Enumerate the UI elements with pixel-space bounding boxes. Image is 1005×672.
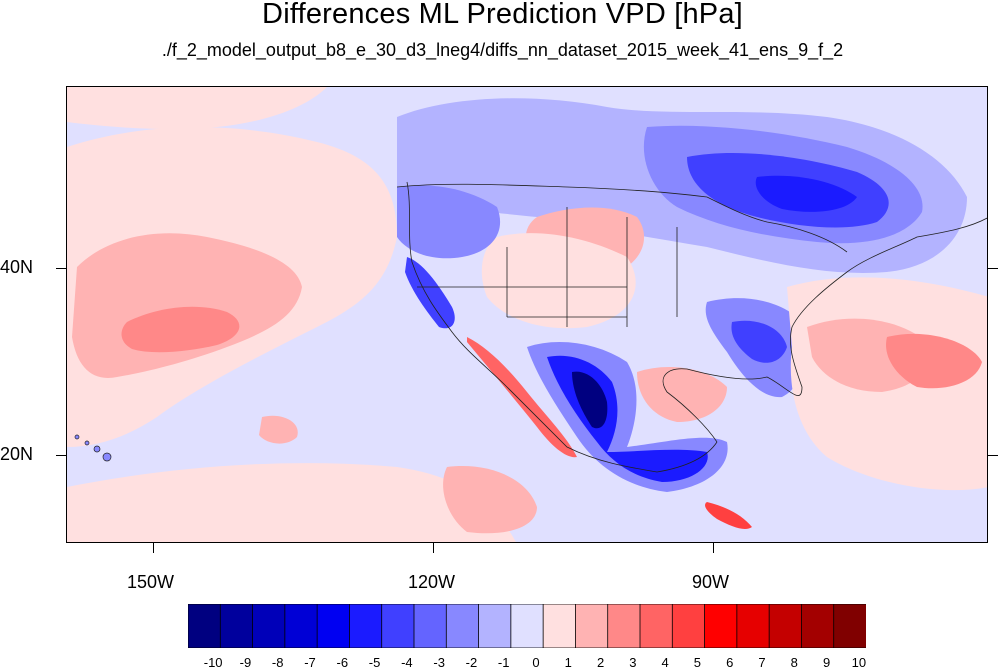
colorbar-label: -2 (465, 655, 478, 670)
field-mexico-core (572, 371, 608, 429)
map-canvas (67, 87, 987, 542)
colorbar-swatch (219, 604, 254, 648)
colorbar-label: -10 (203, 655, 223, 670)
colorbar-label: 6 (726, 655, 734, 670)
colorbar-label: 7 (758, 655, 766, 670)
colorbar-swatch (575, 604, 609, 648)
colorbar-swatch (768, 604, 803, 648)
colorbar-swatch (349, 604, 383, 648)
colorbar-label: 5 (693, 655, 702, 670)
colorbar-swatch (316, 604, 351, 648)
colorbar-label: -1 (497, 655, 510, 670)
colorbar-label: -6 (336, 655, 349, 670)
colorbar-swatch (252, 604, 286, 648)
hawaii-islands (74, 434, 112, 462)
lat-tick-20n (56, 455, 66, 456)
colorbar-label: -4 (401, 655, 413, 670)
coastline (396, 181, 987, 473)
colorbar-label: -8 (271, 655, 284, 670)
map-panel (66, 86, 988, 543)
field-atlantic-core (886, 333, 982, 389)
colorbar-swatch (188, 604, 222, 648)
colorbar (188, 604, 866, 648)
colorbar-label: 10 (851, 655, 867, 670)
field-gulf-pink (637, 367, 727, 422)
colorbar-swatch (284, 604, 319, 648)
field-south-red (443, 466, 537, 534)
field-hawaii-pink (259, 415, 298, 444)
colorbar-label: 3 (629, 655, 637, 670)
colorbar-swatch (381, 604, 415, 648)
lon-label-150w: 150W (127, 572, 175, 592)
colorbar-label: 8 (790, 655, 798, 670)
colorbar-label: -7 (304, 655, 316, 670)
field-central-america-red (705, 502, 752, 530)
lat-tick-20n-right (988, 455, 998, 456)
colorbar-swatch (607, 604, 641, 648)
colorbar-swatch (704, 604, 738, 648)
field-south-pink (67, 463, 516, 542)
colorbar-label: -9 (239, 655, 252, 670)
map-subtitle: ./f_2_model_output_b8_e_30_d3_lneg4/diff… (161, 40, 844, 60)
colorbar-swatch (413, 604, 448, 648)
field-west-blue (397, 185, 501, 259)
lon-label-120w: 120W (408, 572, 456, 592)
lat-label-40n: 40N (0, 257, 34, 277)
colorbar-label: 4 (661, 655, 669, 670)
field-pacific-core (121, 306, 240, 353)
lon-tick-150w (153, 543, 154, 553)
lat-label-20n: 20N (0, 444, 34, 464)
map-title: Differences ML Prediction VPD [hPa] (262, 0, 743, 30)
colorbar-label: -3 (433, 655, 445, 670)
colorbar-label: 2 (596, 655, 605, 670)
field-mexico-coast-red (467, 337, 577, 458)
lon-tick-120w (433, 543, 434, 553)
field-southeast-deep (731, 320, 787, 363)
colorbar-swatch (801, 604, 835, 648)
lat-tick-40n (56, 268, 66, 269)
colorbar-label: 1 (564, 655, 572, 670)
field-canada-core (755, 175, 857, 212)
colorbar-swatch (478, 604, 512, 648)
lon-label-90w: 90W (692, 572, 730, 592)
colorbar-swatch (833, 604, 866, 648)
lon-tick-90w (713, 543, 714, 553)
colorbar-label: -5 (368, 655, 381, 670)
colorbar-swatch (542, 604, 577, 648)
colorbar-swatch (445, 604, 480, 648)
field-north-pink (67, 87, 327, 130)
lat-tick-40n-right (988, 268, 998, 269)
colorbar-swatch (736, 604, 771, 648)
colorbar-label: 0 (532, 655, 540, 670)
field-central-pink (481, 233, 636, 329)
colorbar-swatch (671, 604, 706, 648)
colorbar-swatch (639, 604, 674, 648)
colorbar-label: 9 (822, 655, 831, 670)
colorbar-swatch (510, 604, 545, 648)
field-california-blue (405, 257, 455, 329)
